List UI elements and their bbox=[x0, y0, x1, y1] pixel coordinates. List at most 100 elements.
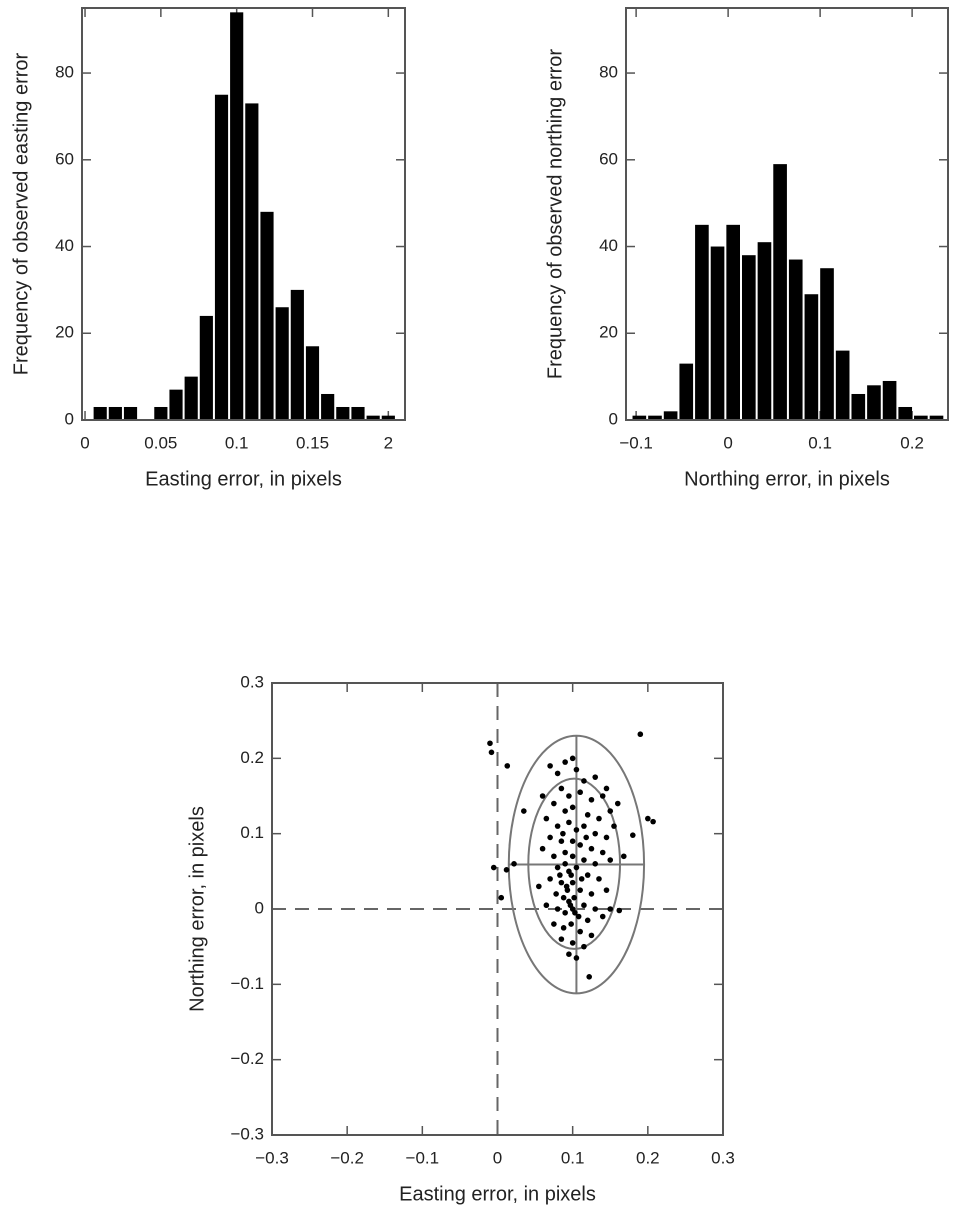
point bbox=[603, 785, 610, 792]
point bbox=[569, 838, 576, 844]
point bbox=[511, 861, 517, 867]
point bbox=[551, 853, 557, 860]
y-tick-label: 0 bbox=[65, 409, 74, 428]
bar bbox=[757, 242, 772, 420]
x-tick-label: 0.2 bbox=[900, 433, 924, 452]
point bbox=[607, 906, 614, 912]
x-axis-label: Easting error, in pixels bbox=[145, 468, 342, 490]
point bbox=[588, 796, 595, 803]
point bbox=[498, 894, 505, 901]
bar bbox=[290, 289, 304, 420]
point bbox=[578, 876, 585, 882]
point bbox=[551, 800, 557, 807]
bar bbox=[804, 294, 819, 420]
y-tick-label: 80 bbox=[55, 63, 74, 82]
x-tick-label: 2 bbox=[384, 433, 393, 452]
point bbox=[560, 830, 566, 837]
bar bbox=[305, 346, 320, 420]
bar bbox=[632, 415, 647, 420]
y-tick-label: 0.3 bbox=[240, 672, 264, 691]
bar bbox=[773, 164, 787, 420]
point bbox=[577, 887, 583, 893]
point bbox=[504, 763, 511, 769]
point bbox=[562, 861, 568, 867]
x-tick-label: 0 bbox=[80, 433, 89, 452]
bar bbox=[169, 389, 183, 420]
y-tick-label: 80 bbox=[599, 63, 618, 82]
point bbox=[547, 876, 553, 882]
point bbox=[599, 913, 606, 920]
x-tick-label: 0.15 bbox=[296, 433, 329, 452]
y-tick-label: −0.3 bbox=[230, 1124, 264, 1143]
point bbox=[596, 876, 602, 882]
y-tick-label: 0.2 bbox=[240, 748, 264, 767]
error-ellipse bbox=[527, 777, 622, 950]
point bbox=[558, 879, 565, 886]
point bbox=[566, 951, 572, 957]
bar bbox=[260, 211, 274, 420]
bar bbox=[214, 94, 229, 420]
y-tick-label: 40 bbox=[55, 236, 74, 255]
x-tick-label: −0.2 bbox=[330, 1148, 364, 1167]
y-axis-label: Frequency of observed easting error bbox=[10, 52, 32, 375]
point bbox=[539, 793, 546, 799]
x-tick-label: 0 bbox=[493, 1148, 502, 1167]
y-tick-label: −0.1 bbox=[230, 974, 264, 993]
point bbox=[630, 832, 636, 838]
point bbox=[543, 902, 550, 909]
point bbox=[554, 906, 561, 912]
y-tick-label: 0.1 bbox=[240, 823, 264, 842]
bar bbox=[851, 393, 866, 420]
point bbox=[581, 823, 587, 829]
x-axis-label: Northing error, in pixels bbox=[684, 468, 890, 490]
point bbox=[562, 849, 568, 856]
bar bbox=[321, 393, 335, 420]
x-tick-label: −0.1 bbox=[406, 1148, 440, 1167]
point bbox=[586, 974, 593, 980]
bar bbox=[275, 307, 289, 420]
point bbox=[558, 785, 565, 792]
point bbox=[584, 872, 591, 878]
bar bbox=[898, 406, 913, 420]
y-tick-label: −0.2 bbox=[230, 1049, 264, 1068]
point bbox=[588, 845, 595, 852]
point bbox=[573, 955, 580, 961]
point bbox=[614, 800, 621, 807]
point bbox=[560, 925, 567, 931]
point bbox=[521, 808, 527, 814]
bar bbox=[123, 406, 138, 420]
y-tick-label: 20 bbox=[55, 323, 74, 342]
bar bbox=[914, 415, 928, 420]
point bbox=[551, 921, 557, 927]
point bbox=[620, 853, 627, 860]
bar bbox=[108, 406, 122, 420]
bar bbox=[245, 103, 259, 421]
point bbox=[554, 823, 561, 829]
y-tick-label: 60 bbox=[599, 149, 618, 168]
point bbox=[599, 849, 606, 856]
x-tick-label: 0.05 bbox=[144, 433, 177, 452]
point bbox=[562, 759, 568, 765]
bar bbox=[366, 415, 380, 420]
point bbox=[583, 834, 589, 841]
point bbox=[603, 887, 610, 893]
x-tick-label: 0.1 bbox=[561, 1148, 585, 1167]
point bbox=[488, 749, 495, 756]
bar bbox=[820, 268, 834, 420]
point bbox=[564, 887, 571, 893]
point bbox=[581, 943, 587, 950]
y-tick-label: 0 bbox=[255, 898, 264, 917]
y-tick-label: 60 bbox=[55, 149, 74, 168]
point bbox=[503, 867, 510, 873]
y-axis-label: Northing error, in pixels bbox=[186, 806, 208, 1012]
point bbox=[566, 793, 572, 799]
point bbox=[581, 902, 587, 909]
bar bbox=[336, 406, 350, 420]
point bbox=[592, 830, 599, 837]
point bbox=[536, 883, 542, 890]
bar bbox=[929, 415, 944, 420]
y-tick-label: 20 bbox=[599, 323, 618, 342]
bar bbox=[648, 415, 662, 420]
bar bbox=[679, 363, 694, 420]
point bbox=[569, 804, 576, 811]
